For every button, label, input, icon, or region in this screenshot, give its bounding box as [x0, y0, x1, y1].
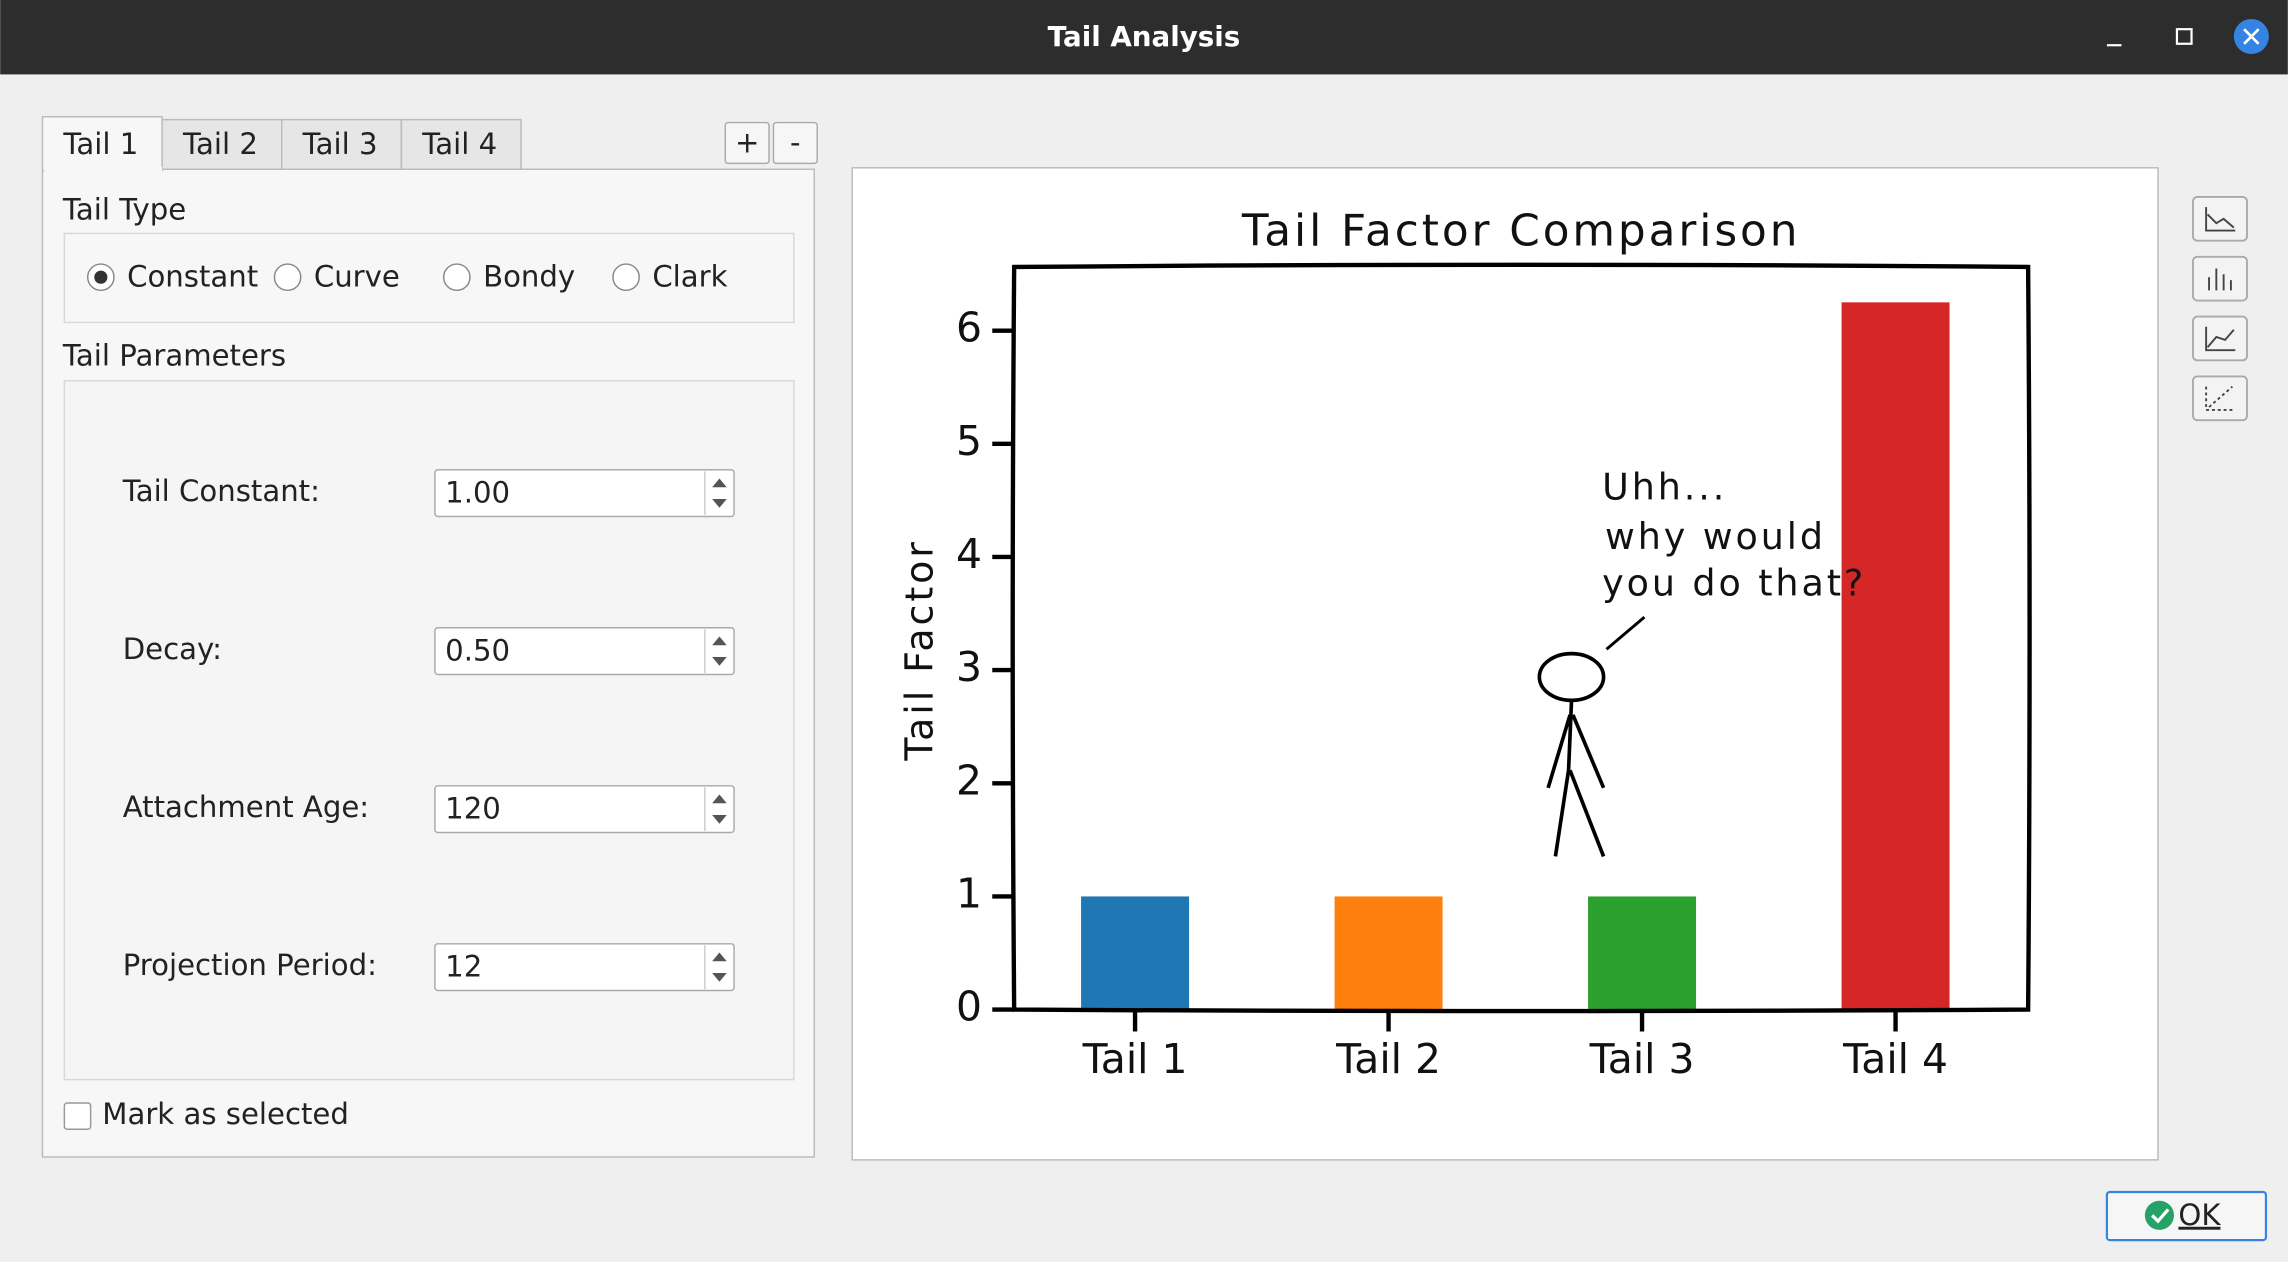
spinbox[interactable]	[434, 469, 735, 518]
tab[interactable]	[281, 118, 403, 170]
radio[interactable]	[612, 263, 640, 292]
speech-line	[1605, 616, 1646, 651]
title-bar	[0, 0, 2288, 75]
radio-dot	[94, 270, 108, 284]
maximize-button[interactable]	[2175, 28, 2193, 45]
spinbox-value[interactable]: 12	[445, 950, 482, 984]
radio-label[interactable]: Clark	[652, 260, 727, 294]
spin-down[interactable]	[712, 656, 727, 666]
window-title: Tail Analysis	[1048, 20, 1241, 53]
spin-down[interactable]	[712, 498, 727, 508]
x-tick-label: Tail 1	[1082, 1035, 1188, 1083]
x-tick-label: Tail 4	[1842, 1035, 1948, 1083]
y-tick-label: 5	[956, 417, 982, 465]
spin-up[interactable]	[712, 478, 727, 488]
tab-label[interactable]: Tail 2	[182, 127, 258, 161]
spinbox[interactable]	[434, 785, 735, 834]
close-button[interactable]	[2233, 18, 2269, 54]
spin-up[interactable]	[712, 952, 727, 962]
group-label: Tail Parameters	[62, 338, 286, 372]
x-tick-label: Tail 3	[1589, 1035, 1695, 1083]
tab[interactable]	[400, 118, 522, 170]
radio-label[interactable]: Curve	[314, 260, 400, 294]
y-tick-label: 1	[956, 869, 982, 917]
toolbar	[2192, 196, 2248, 422]
x-tick-label: Tail 2	[1335, 1035, 1441, 1083]
y-tick-label: 3	[956, 643, 982, 691]
tab-button-label[interactable]: +	[735, 125, 759, 159]
line-chart-button[interactable]	[2192, 196, 2248, 242]
body	[1546, 701, 1606, 858]
axes-frame	[1010, 262, 2032, 1014]
tab-button-label[interactable]: -	[790, 125, 801, 159]
tab-button[interactable]	[724, 121, 770, 165]
bar	[1588, 896, 1697, 1010]
spinbox-value[interactable]: 120	[445, 792, 501, 826]
ok-button[interactable]	[2105, 1190, 2268, 1242]
ok-label[interactable]: OK	[2178, 1198, 2221, 1232]
chart-title: Tail Factor Comparison	[1241, 205, 1800, 256]
spinbox[interactable]	[434, 943, 735, 992]
tab-cover	[43, 166, 163, 173]
spinbox-value[interactable]: 1.00	[445, 476, 510, 510]
group-box	[63, 232, 795, 324]
spin-down[interactable]	[712, 972, 727, 982]
tab-label[interactable]: Tail 3	[302, 127, 378, 161]
annotation: why would	[1605, 515, 1826, 558]
spin-up[interactable]	[712, 794, 727, 804]
spinbox-value[interactable]: 0.50	[445, 634, 510, 668]
checkbox[interactable]	[63, 1102, 92, 1130]
y-tick-label: 0	[956, 983, 982, 1031]
field-label: Attachment Age:	[123, 790, 369, 824]
radio[interactable]	[273, 263, 302, 292]
radio[interactable]	[442, 263, 471, 292]
y-tick-label: 6	[956, 304, 982, 352]
checkbox-label[interactable]: Mark as selected	[102, 1097, 349, 1131]
field-label: Projection Period:	[123, 948, 377, 982]
tab[interactable]	[161, 118, 283, 170]
spin-up[interactable]	[712, 636, 727, 646]
y-axis-label: Tail Factor	[898, 539, 942, 761]
spinbox[interactable]	[434, 627, 735, 676]
field-label: Tail Constant:	[122, 474, 320, 508]
annotation: Uhh...	[1602, 465, 1727, 508]
bar	[1334, 896, 1443, 1010]
annotation: you do that?	[1602, 562, 1866, 605]
group-label: Tail Type	[62, 193, 186, 227]
bar	[1081, 896, 1190, 1010]
spin-down[interactable]	[712, 814, 727, 824]
tab-label[interactable]: Tail 1	[62, 127, 138, 161]
radio-label[interactable]: Bondy	[483, 260, 575, 294]
tab-button[interactable]	[772, 121, 818, 165]
radio-label[interactable]: Constant	[127, 260, 258, 294]
bar	[1841, 302, 1950, 1010]
bar-chart-button[interactable]	[2192, 255, 2248, 302]
head	[1537, 651, 1606, 703]
y-tick-label: 4	[956, 530, 982, 578]
y-tick-label: 2	[956, 756, 982, 804]
field-label: Decay:	[123, 632, 222, 666]
tab[interactable]	[41, 115, 163, 172]
stick-figure	[1537, 651, 1606, 858]
tab-label[interactable]: Tail 4	[421, 127, 497, 161]
